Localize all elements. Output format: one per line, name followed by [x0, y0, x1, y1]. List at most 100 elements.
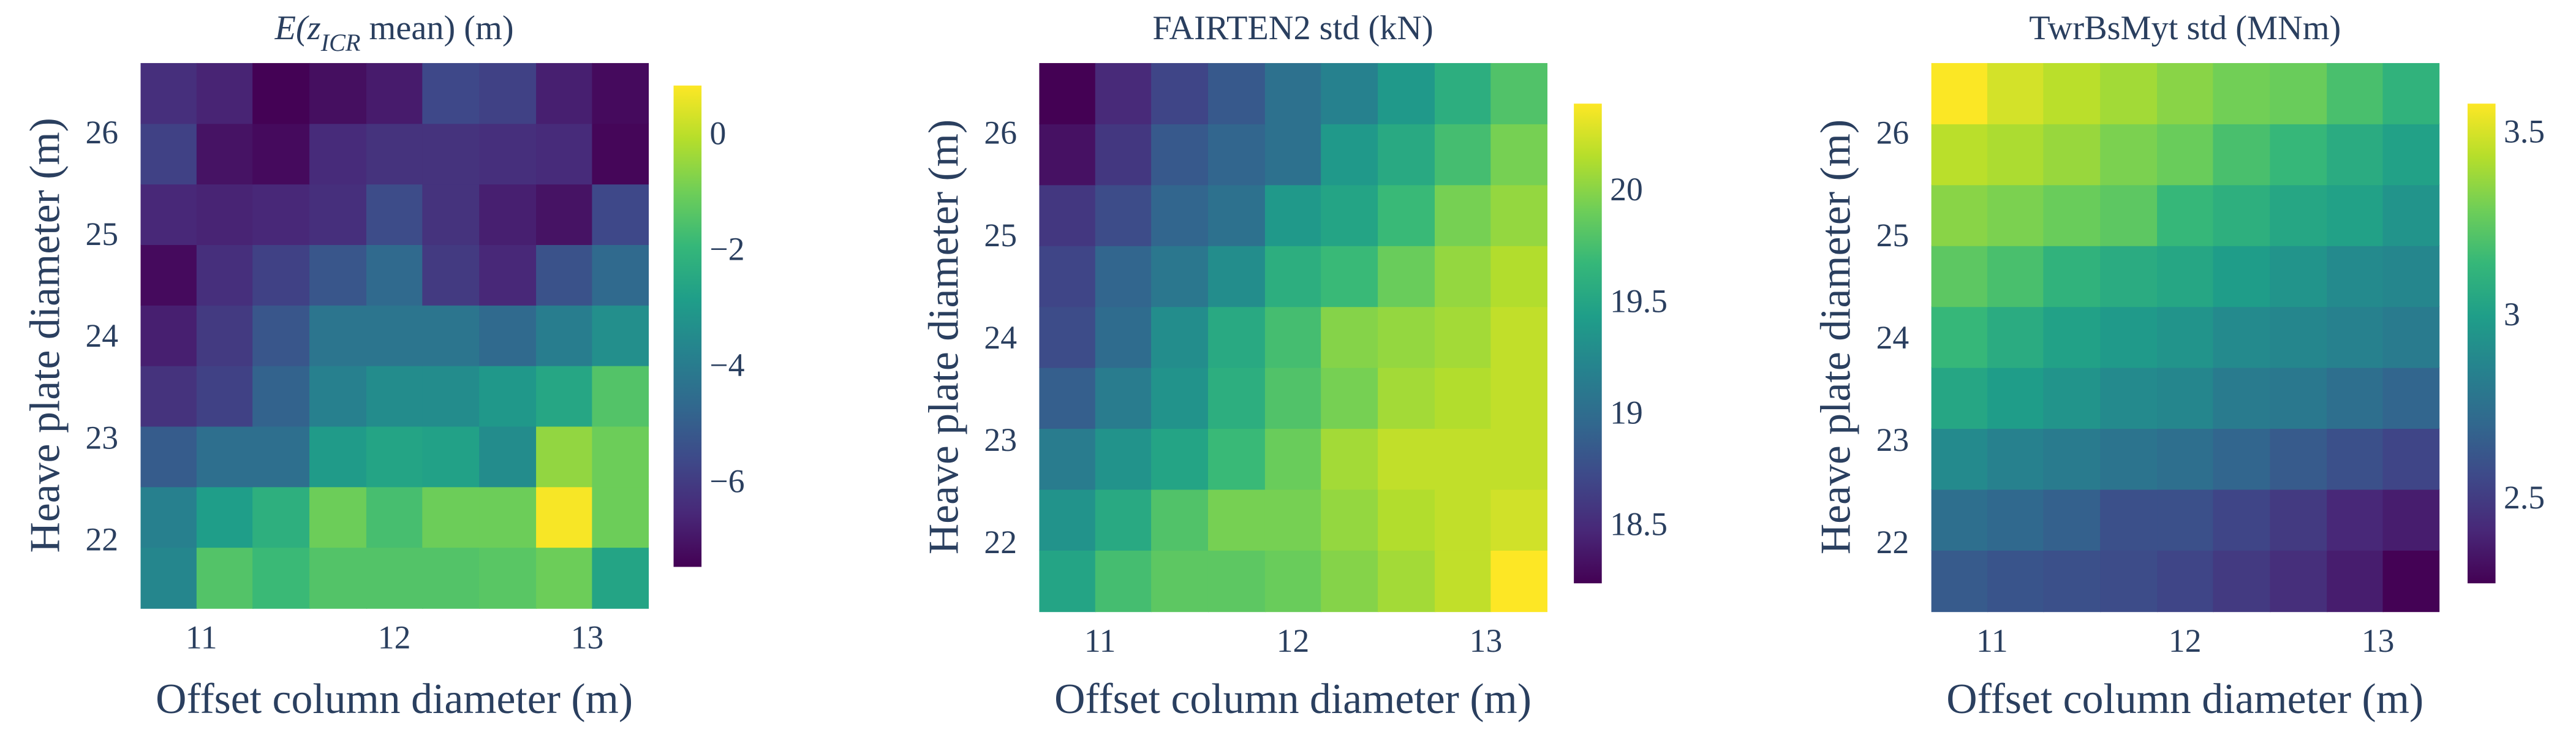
heatmap-cell: [2213, 62, 2271, 124]
heatmap-cell: [479, 304, 537, 366]
heatmap-cell: [1321, 184, 1379, 246]
heatmap-cell: [2043, 428, 2101, 490]
heatmap-cell: [536, 546, 593, 609]
x-tick-label: 12: [1277, 622, 1310, 659]
heatmap-cell: [2100, 62, 2158, 124]
heatmap-cell: [1434, 245, 1492, 308]
heatmap-cell: [479, 486, 537, 548]
heatmap-cell: [140, 546, 198, 609]
heatmap-cell: [592, 304, 649, 366]
heatmap-cell: [1264, 245, 1322, 308]
heatmap-cell: [1378, 428, 1436, 490]
heatmap-cell: [1264, 123, 1322, 186]
heatmap-cell: [1931, 489, 1989, 551]
heatmap-cell: [536, 304, 593, 366]
title-part: TwrBsMyt std (MNm): [2029, 9, 2341, 47]
heatmap-cell: [366, 546, 423, 609]
x-axis-label: Offset column diameter (m): [1946, 676, 2423, 723]
heatmap-cell: [2043, 367, 2101, 429]
heatmap-cell: [366, 486, 423, 548]
heatmap-cell: [2270, 184, 2328, 246]
heatmap-cell: [592, 546, 649, 609]
heatmap-cell: [1207, 306, 1266, 368]
heatmap-cell: [422, 365, 480, 427]
heatmap-cell: [422, 486, 480, 548]
heatmap-cell: [479, 546, 537, 609]
heatmap-cell: [2270, 306, 2328, 368]
heatmap-cell: [140, 244, 198, 306]
heatmap-cell: [2043, 62, 2101, 124]
heatmap-cell: [1321, 62, 1379, 124]
heatmap-cell: [2382, 306, 2440, 368]
heatmap-cell: [1378, 62, 1436, 124]
title-part: FAIRTEN2 std (kN): [1152, 9, 1433, 47]
heatmap-cell: [1378, 123, 1436, 186]
heatmap-cell: [1321, 123, 1379, 186]
heatmap-cell: [1321, 489, 1379, 551]
heatmap-cell: [366, 304, 423, 366]
y-tick-label: 26: [85, 114, 118, 151]
heatmap-cell: [2100, 184, 2158, 246]
heatmap-cell: [366, 244, 423, 306]
heatmap-cell: [1434, 428, 1492, 490]
heatmap-cell: [196, 546, 254, 609]
y-tick-label: 24: [85, 317, 118, 354]
heatmap-cell: [1490, 184, 1547, 246]
heatmap-cell: [2270, 428, 2328, 490]
heatmap-cell: [2100, 123, 2158, 186]
heatmap-cell: [1151, 62, 1209, 124]
heatmap-cell: [2382, 123, 2440, 186]
heatmap-cell: [1207, 123, 1266, 186]
title-part: mean) (m): [360, 9, 513, 47]
colorbar: [673, 85, 702, 567]
heatmap-cell: [536, 486, 593, 548]
heatmap-cell: [196, 183, 254, 245]
heatmap-cell: [366, 426, 423, 488]
x-tick-label: 12: [2169, 622, 2202, 659]
heatmap-cell: [252, 486, 311, 548]
heatmap-cell: [1931, 62, 1989, 124]
heatmap-cell: [1207, 489, 1266, 551]
y-axis-label: Heave plate diameter (m): [1813, 119, 1860, 554]
heatmap-cell: [2157, 62, 2214, 124]
heatmap-cell: [1095, 184, 1152, 246]
heatmap-cell: [309, 546, 368, 609]
heatmap-cell: [1987, 367, 2044, 429]
heatmap-cell: [2382, 367, 2440, 429]
heatmap-cell: [140, 62, 198, 124]
heatmap-cell: [479, 123, 537, 185]
heatmap-cell: [1264, 62, 1322, 124]
heatmap-cell: [2043, 549, 2101, 613]
heatmap-cell: [592, 183, 649, 245]
heatmap-cell: [1987, 306, 2044, 368]
heatmap-cell: [1095, 123, 1152, 186]
heatmap-cell: [1490, 306, 1547, 368]
heatmap-cell: [309, 123, 368, 185]
heatmap-cell: [2157, 184, 2214, 246]
heatmap-cell: [592, 62, 649, 124]
heatmap-cell: [422, 62, 480, 124]
heatmap-cell: [309, 365, 368, 427]
heatmap-cell: [1931, 428, 1989, 490]
heatmap-cell: [2382, 245, 2440, 308]
heatmap-cell: [1490, 367, 1547, 429]
heatmap-cell: [1490, 428, 1547, 490]
heatmap-cell: [2382, 428, 2440, 490]
heatmap-cell: [196, 123, 254, 185]
heatmap-cell: [2213, 428, 2271, 490]
y-axis-label: Heave plate diameter (m): [920, 119, 967, 554]
y-tick-label: 23: [1876, 421, 1909, 458]
heatmap-cell: [1151, 306, 1209, 368]
heatmap-cell: [309, 304, 368, 366]
heatmap-cell: [592, 123, 649, 185]
heatmap-cell: [1039, 62, 1097, 124]
x-tick-label: 12: [378, 619, 411, 655]
heatmap-cell: [1095, 245, 1152, 308]
heatmap-cell: [140, 365, 198, 427]
x-tick-label: 13: [571, 619, 604, 655]
heatmap-cell: [2213, 184, 2271, 246]
heatmap-cell: [2043, 123, 2101, 186]
heatmap-cell: [536, 426, 593, 488]
heatmap-cell: [1095, 428, 1152, 490]
heatmap-cell: [1264, 549, 1322, 613]
